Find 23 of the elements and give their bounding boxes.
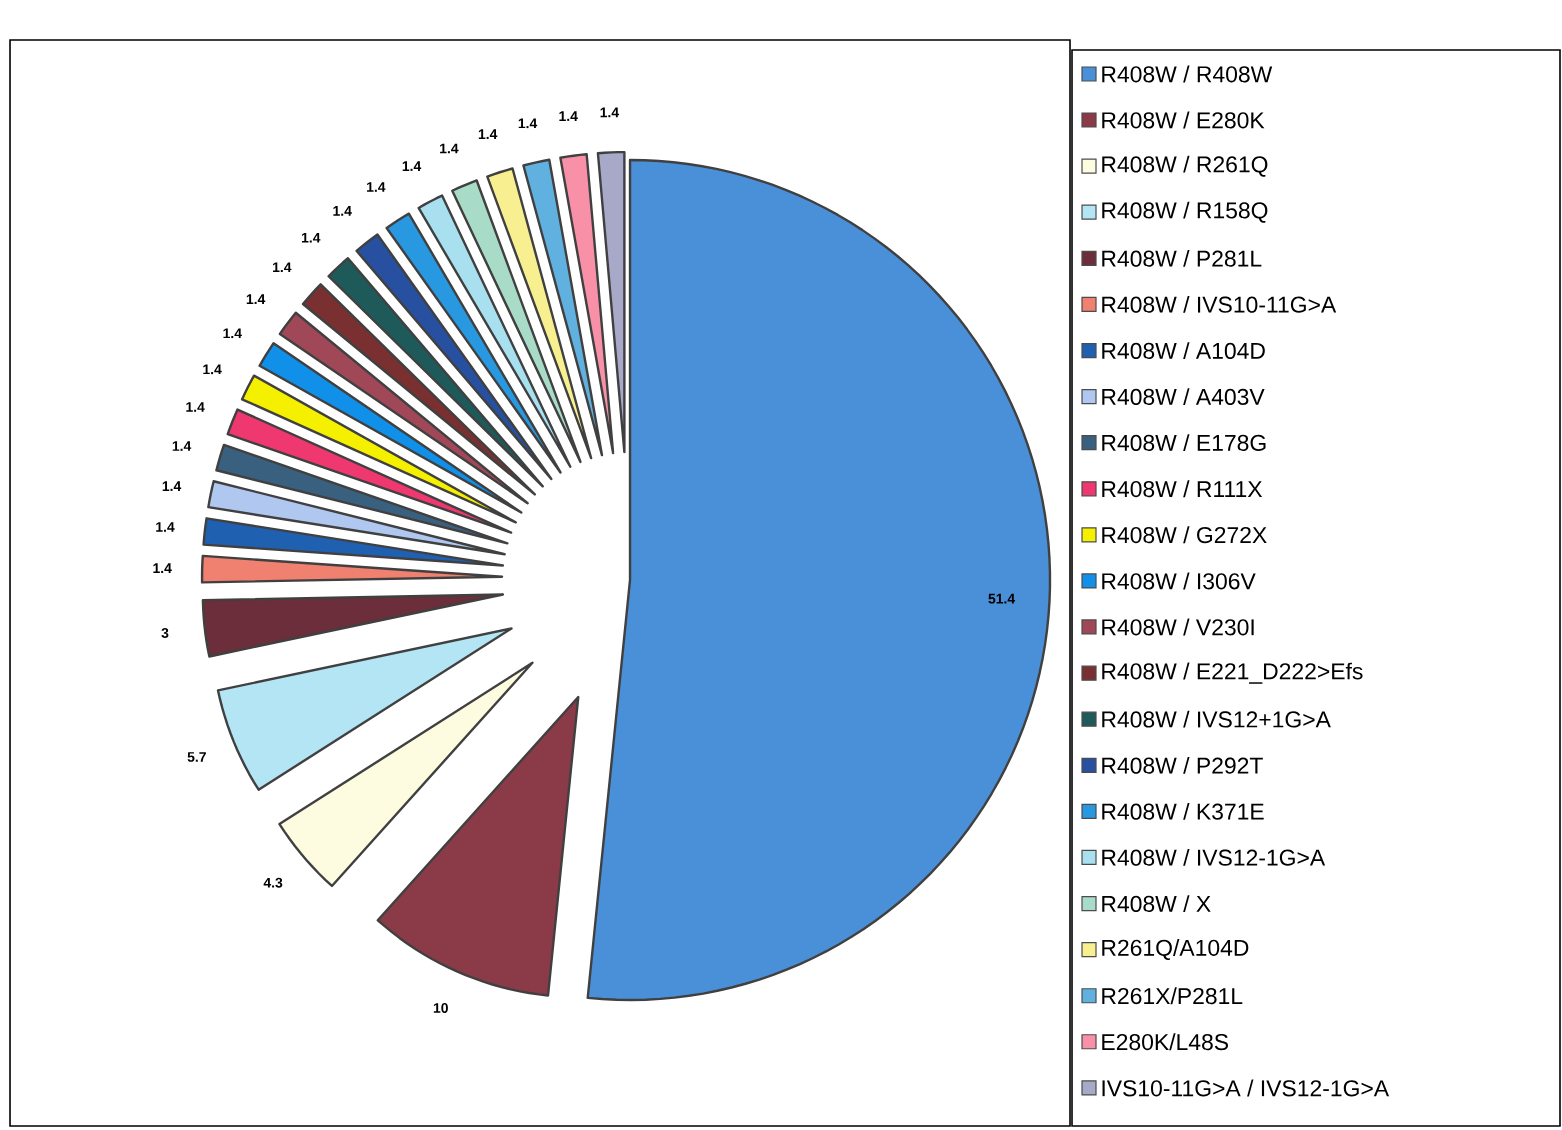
legend-label: R408W / E221_D222>Efs xyxy=(1102,662,1363,684)
legend-label: R408W / R111X xyxy=(1102,480,1263,498)
legend-label: R408W / R158Q xyxy=(1102,201,1268,223)
legend-label: R408W / P292T xyxy=(1102,756,1263,774)
legend-label: R408W / IVS12-1G>A xyxy=(1102,848,1326,866)
legend-label: R408W / G272X xyxy=(1102,526,1267,544)
legend-label: R408W / R408W xyxy=(1102,65,1273,83)
legend-label: R408W / IVS10-11G>A xyxy=(1102,295,1337,313)
legend-label: R408W / E280K xyxy=(1102,111,1265,129)
legend-label: R261Q/A104D xyxy=(1102,939,1249,961)
legend-label: R408W / K371E xyxy=(1102,802,1264,820)
legend-label: E280K/L48S xyxy=(1102,1033,1228,1051)
legend-label: R408W / A104D xyxy=(1102,342,1265,359)
legend-label: R408W / I306V xyxy=(1102,572,1256,590)
legend-label: R408W / A403V xyxy=(1102,388,1265,405)
legend-label: R408W / R261Q xyxy=(1102,155,1268,177)
legend-label: R261X/P281L xyxy=(1102,987,1243,1005)
legend-label: R408W / IVS12+1G>A xyxy=(1102,710,1331,728)
legend-label: R408W / P281L xyxy=(1102,249,1262,267)
legend-label: R408W / X xyxy=(1102,895,1211,912)
legend-label: R408W / V230I xyxy=(1102,618,1254,636)
legend-label: IVS10-11G>A / IVS12-1G>A xyxy=(1102,1079,1390,1097)
legend-label: R408W / E178G xyxy=(1102,434,1266,451)
